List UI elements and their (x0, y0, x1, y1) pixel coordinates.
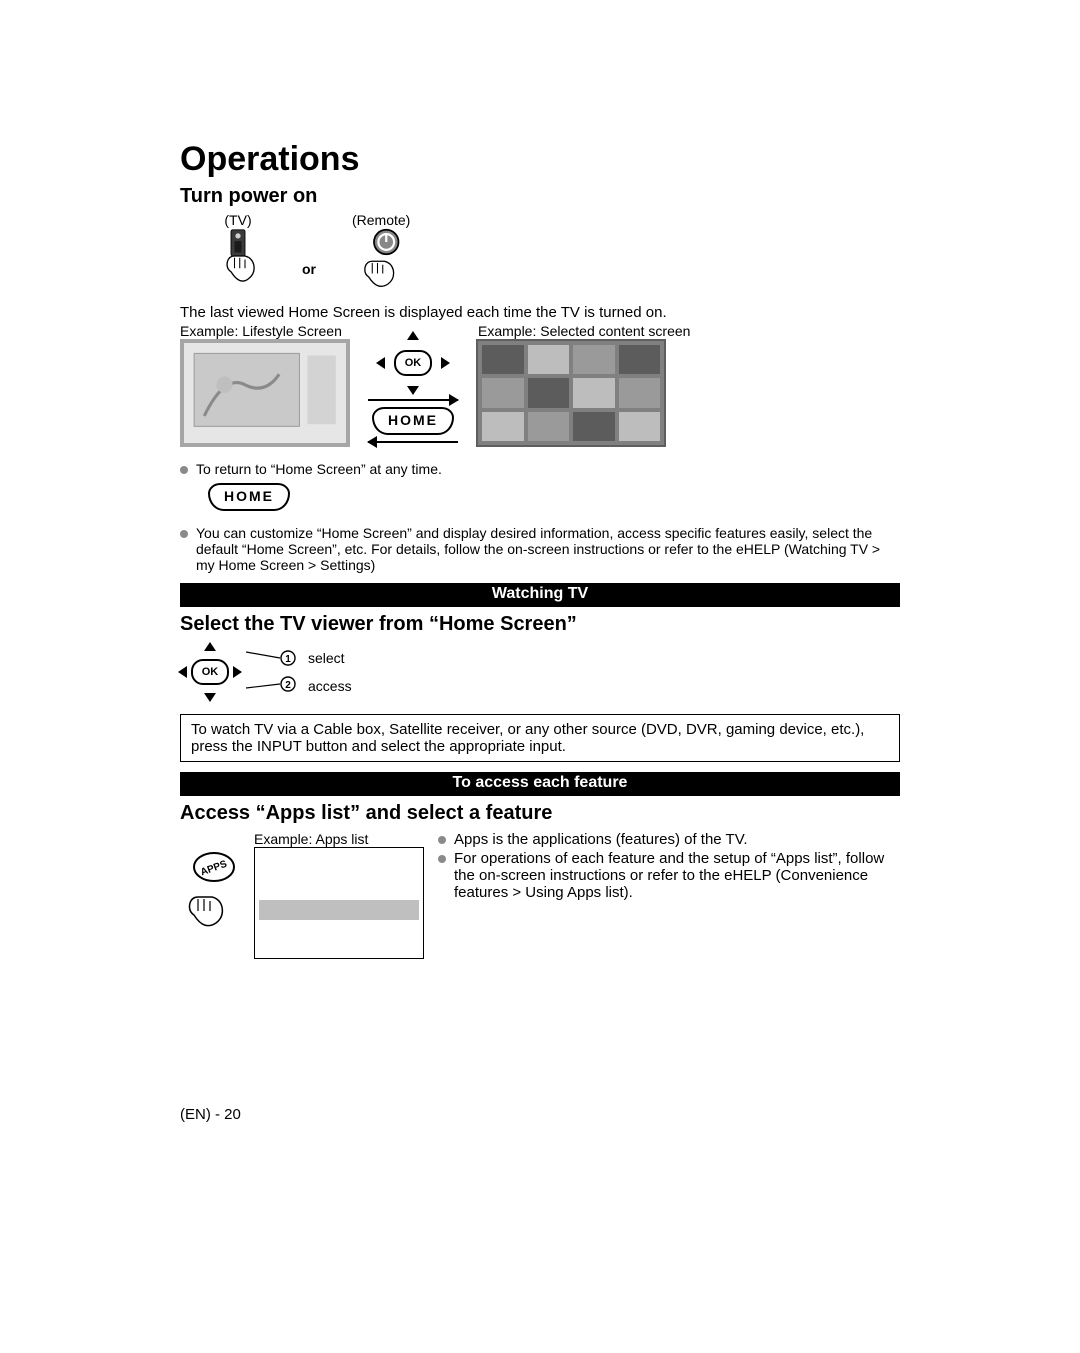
access-feature-bar: To access each feature (180, 772, 900, 796)
access-label: access (308, 678, 352, 694)
bullet-icon (180, 530, 188, 538)
tv-label: (TV) (224, 212, 251, 228)
power-on-row: (TV) or (Remote) (210, 212, 900, 298)
watching-tv-bar: Watching TV (180, 583, 900, 607)
home-screen-note: The last viewed Home Screen is displayed… (180, 304, 900, 321)
remote-power-col: (Remote) (352, 212, 410, 298)
lifestyle-caption: Example: Lifestyle Screen (180, 323, 350, 339)
manual-page: Operations Turn power on (TV) or (Remote… (0, 0, 1080, 1353)
examples-row: Example: Lifestyle Screen OK HO (180, 323, 900, 447)
bullet-icon (180, 466, 188, 474)
apps-note-1: Apps is the applications (features) of t… (454, 831, 748, 848)
home-button-icon: HOME (372, 407, 454, 435)
turn-power-on-heading: Turn power on (180, 185, 900, 208)
customize-text: You can customize “Home Screen” and disp… (196, 525, 900, 573)
select-viewer-heading: Select the TV viewer from “Home Screen” (180, 613, 900, 636)
remote-power-hand-icon (353, 228, 409, 298)
apps-row: APPS Example: Apps list Apps is the appl… (180, 831, 900, 959)
ok-nav-icon: OK (180, 644, 240, 700)
return-home-text: To return to “Home Screen” at any time. (196, 461, 442, 477)
ok-label: OK (394, 350, 432, 376)
or-label: or (302, 261, 316, 277)
svg-text:1: 1 (285, 654, 291, 665)
ok-label: OK (191, 659, 229, 685)
content-screen-thumb (476, 339, 666, 447)
apps-note-2: For operations of each feature and the s… (454, 850, 900, 901)
arrow-left-icon (368, 441, 458, 443)
select-label: select (308, 650, 352, 666)
apps-list-thumb (254, 847, 424, 959)
select-access-diagram: OK 1 2 select access (180, 644, 900, 700)
bullet-icon (438, 855, 446, 863)
access-apps-heading: Access “Apps list” and select a feature (180, 802, 900, 825)
apps-list-example: Example: Apps list (254, 831, 424, 959)
page-number: (EN) - 20 (180, 1106, 241, 1123)
page-title: Operations (180, 140, 900, 179)
lifestyle-screen-thumb (180, 339, 350, 447)
customize-bullet: You can customize “Home Screen” and disp… (180, 525, 900, 573)
bullet-icon (438, 836, 446, 844)
home-button-icon: HOME (208, 483, 290, 511)
apps-notes: Apps is the applications (features) of t… (438, 831, 900, 901)
svg-text:2: 2 (285, 680, 291, 691)
tv-power-hand-icon (210, 228, 266, 298)
input-info-box: To watch TV via a Cable box, Satellite r… (180, 714, 900, 762)
remote-label: (Remote) (352, 212, 410, 228)
tv-power-col: (TV) (210, 212, 266, 298)
arrow-right-icon (368, 399, 458, 401)
ok-nav-icon: OK (378, 333, 448, 393)
content-example: Example: Selected content screen (476, 323, 690, 447)
lifestyle-example: Example: Lifestyle Screen (180, 323, 350, 447)
ok-home-nav: OK HOME (368, 333, 458, 443)
return-home-bullet: To return to “Home Screen” at any time. (180, 461, 900, 477)
apps-caption: Example: Apps list (254, 831, 424, 847)
apps-button-hand-icon: APPS (180, 849, 240, 939)
content-caption: Example: Selected content screen (478, 323, 690, 339)
